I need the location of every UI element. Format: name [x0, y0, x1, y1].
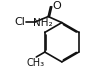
Text: CH₃: CH₃ [27, 59, 45, 68]
Text: O: O [52, 1, 61, 11]
Text: Cl: Cl [14, 17, 25, 27]
Text: NH₂: NH₂ [33, 18, 52, 28]
